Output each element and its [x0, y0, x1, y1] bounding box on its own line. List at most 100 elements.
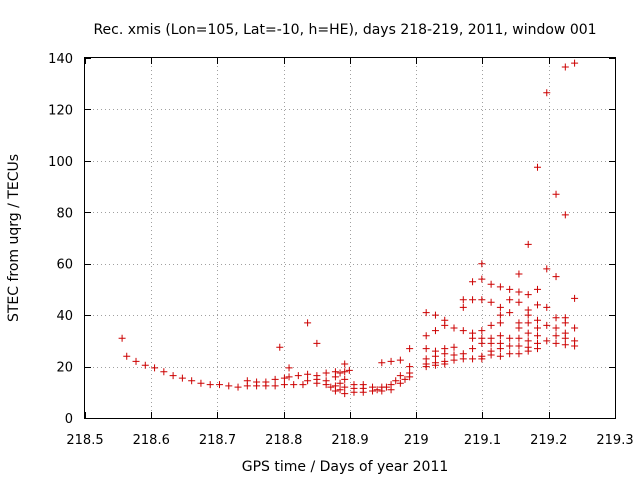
data-point	[478, 355, 486, 363]
data-point	[406, 345, 414, 353]
data-point	[401, 375, 409, 383]
data-point	[431, 327, 439, 335]
data-point	[506, 334, 514, 342]
data-point	[341, 383, 349, 391]
data-point	[336, 379, 344, 387]
data-point	[543, 321, 551, 329]
data-point	[350, 388, 358, 396]
x-tick-label: 219	[404, 433, 429, 448]
data-point	[515, 324, 523, 332]
y-tick-labels: 0 20 40 60 80 100 120 140	[48, 52, 73, 427]
data-point	[262, 378, 270, 386]
y-tick-label: 100	[48, 155, 73, 170]
data-point	[533, 324, 541, 332]
data-point	[515, 270, 523, 278]
data-point	[387, 357, 395, 365]
data-point	[336, 386, 344, 394]
data-point	[533, 332, 541, 340]
x-tick-label: 218.5	[66, 433, 103, 448]
data-point	[313, 339, 321, 347]
data-point	[487, 321, 495, 329]
data-point	[253, 378, 261, 386]
chart-title: Rec. xmis (Lon=105, Lat=-10, h=HE), days…	[93, 22, 596, 38]
data-point	[533, 163, 541, 171]
data-point	[496, 352, 504, 360]
data-point	[123, 352, 131, 360]
data-point	[322, 381, 330, 389]
y-tick-label: 80	[56, 206, 73, 221]
data-point	[496, 345, 504, 353]
data-point	[271, 375, 279, 383]
data-point	[169, 372, 177, 380]
y-tick-label: 120	[48, 103, 73, 118]
data-point	[206, 381, 214, 389]
data-point	[552, 339, 560, 347]
data-point	[431, 361, 439, 369]
data-point	[487, 351, 495, 359]
data-point	[571, 342, 579, 350]
data-point	[506, 350, 514, 358]
data-point	[506, 309, 514, 317]
data-point	[441, 350, 449, 358]
data-point	[392, 377, 400, 385]
data-point	[304, 319, 312, 327]
data-point	[341, 360, 349, 368]
data-point	[396, 372, 404, 380]
data-point	[345, 366, 353, 374]
data-point	[524, 347, 532, 355]
data-point	[459, 327, 467, 335]
data-point	[515, 298, 523, 306]
data-point	[406, 363, 414, 371]
data-point	[561, 63, 569, 71]
y-tick-label: 20	[56, 361, 73, 376]
data-point	[524, 240, 532, 248]
data-point	[285, 373, 293, 381]
data-point	[515, 288, 523, 296]
data-point	[243, 377, 251, 385]
data-point	[313, 379, 321, 387]
y-tick-label: 0	[65, 412, 73, 427]
data-points	[118, 59, 579, 398]
data-point	[561, 341, 569, 349]
data-point	[396, 379, 404, 387]
data-point	[178, 374, 186, 382]
x-tick-label: 219.2	[530, 433, 567, 448]
data-point	[197, 379, 205, 387]
data-point	[469, 296, 477, 304]
data-point	[271, 382, 279, 390]
data-point	[469, 278, 477, 286]
data-point	[478, 260, 486, 268]
x-tick-label: 218.9	[331, 433, 368, 448]
data-point	[341, 368, 349, 376]
x-tick-labels: 218.5 218.6 218.7 218.8 218.9 219 219.1 219.2 21…	[66, 433, 633, 448]
data-point	[506, 296, 514, 304]
x-tick-label: 218.8	[265, 433, 302, 448]
y-axis-label: STEC from uqrg / TECUs	[6, 154, 22, 322]
data-point	[369, 387, 377, 395]
data-point	[506, 342, 514, 350]
data-point	[373, 386, 381, 394]
data-point	[359, 388, 367, 396]
data-point	[469, 355, 477, 363]
data-point	[478, 275, 486, 283]
data-point	[533, 345, 541, 353]
data-point	[151, 364, 159, 372]
data-point	[524, 291, 532, 299]
data-point	[336, 369, 344, 377]
data-point	[327, 383, 335, 391]
data-point	[422, 363, 430, 371]
x-tick-label: 219.3	[596, 433, 633, 448]
data-point	[515, 342, 523, 350]
data-point	[552, 190, 560, 198]
data-point	[441, 321, 449, 329]
data-point	[496, 311, 504, 319]
data-point	[331, 387, 339, 395]
data-point	[341, 375, 349, 383]
data-point	[478, 296, 486, 304]
data-point	[280, 374, 288, 382]
data-point	[285, 364, 293, 372]
data-point	[533, 316, 541, 324]
data-point	[459, 355, 467, 363]
data-point	[506, 285, 514, 293]
data-point	[478, 327, 486, 335]
